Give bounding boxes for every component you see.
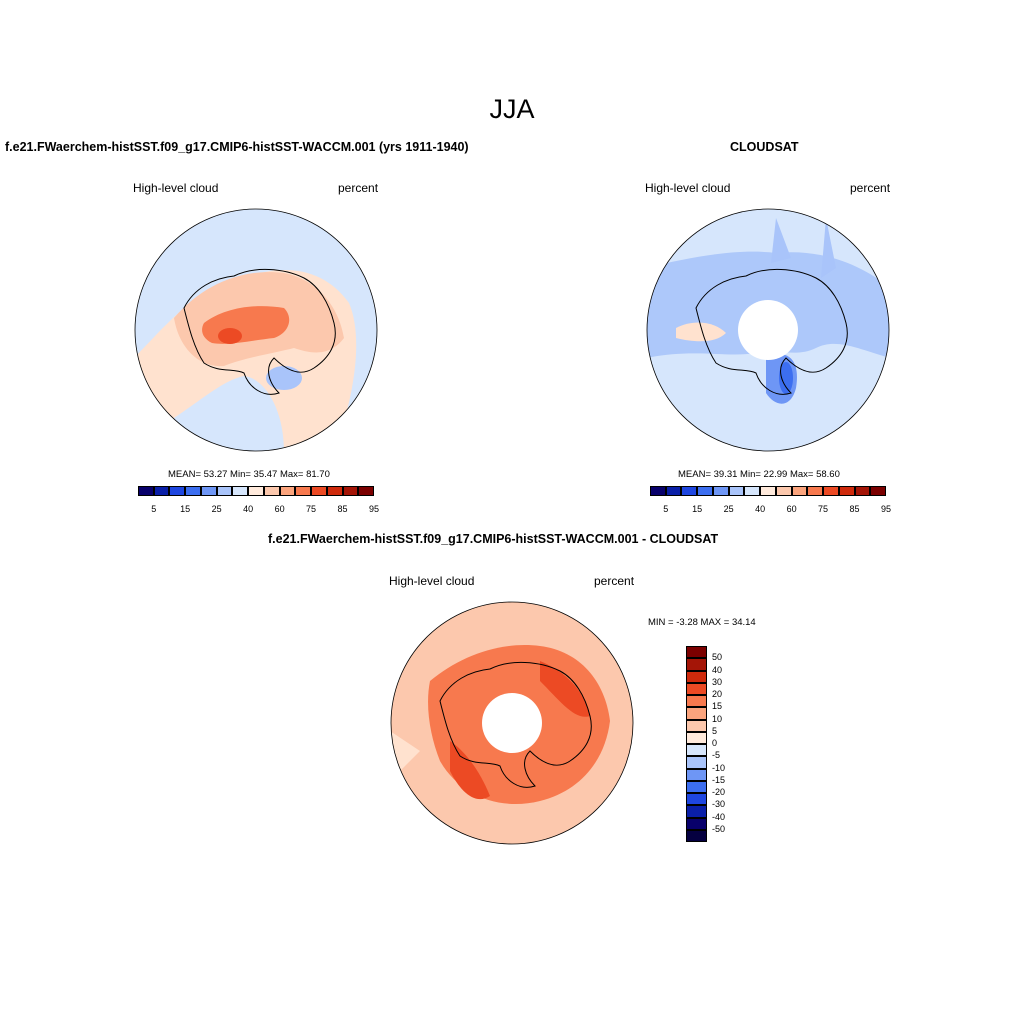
colorbar-tick-label: 20	[712, 689, 723, 699]
colorbar-tick-label: 85	[337, 504, 348, 514]
panel3-title: f.e21.FWaerchem-histSST.f09_g17.CMIP6-hi…	[268, 532, 719, 546]
colorbar-tick-label: -15	[712, 774, 726, 785]
panel2-title: CLOUDSAT	[730, 140, 799, 154]
colorbar-swatch	[686, 768, 707, 781]
panel1-colorbar-ticks: 5 15 25 40 60 75 85 95	[138, 504, 379, 516]
colorbar-swatch	[686, 658, 707, 671]
colorbar-tick-label: 85	[849, 504, 860, 514]
colorbar-swatch	[686, 793, 707, 806]
panel1-title: f.e21.FWaerchem-histSST.f09_g17.CMIP6-hi…	[5, 140, 469, 154]
colorbar-tick-label: 40	[243, 504, 254, 514]
colorbar-swatch	[823, 486, 839, 496]
colorbar-swatch	[342, 486, 359, 496]
colorbar-swatch	[279, 486, 296, 496]
colorbar-swatch	[650, 486, 666, 496]
colorbar-swatch	[744, 486, 761, 496]
colorbar-swatch	[216, 486, 233, 496]
colorbar-tick-label: 50	[712, 652, 723, 663]
colorbar-tick-label: 5	[663, 504, 669, 514]
colorbar-swatch	[854, 486, 871, 496]
colorbar-tick-label: 15	[712, 701, 723, 712]
panel3-colorbar	[686, 646, 707, 842]
colorbar-tick-label: 10	[712, 713, 723, 724]
colorbar-tick-label: -20	[712, 787, 726, 797]
colorbar-tick-label: 5	[151, 504, 157, 514]
panel2-polar-map	[646, 208, 890, 452]
colorbar-tick-label: 75	[306, 504, 317, 514]
colorbar-swatch	[712, 486, 729, 496]
colorbar-swatch	[686, 707, 707, 720]
colorbar-swatch	[686, 756, 707, 769]
colorbar-swatch	[686, 646, 707, 659]
colorbar-swatch	[870, 486, 886, 496]
colorbar-tick-label: 0	[712, 738, 718, 748]
colorbar-swatch	[169, 486, 186, 496]
colorbar-swatch	[686, 805, 707, 818]
colorbar-swatch	[686, 744, 707, 757]
colorbar-tick-label: 25	[723, 504, 734, 514]
colorbar-swatch	[686, 719, 707, 732]
colorbar-tick-label: 15	[180, 504, 191, 514]
colorbar-swatch	[248, 486, 264, 496]
colorbar-swatch	[263, 486, 280, 496]
colorbar-tick-label: 75	[818, 504, 829, 514]
panel2-colorbar-ticks: 5 15 25 40 60 75 85 95	[650, 504, 891, 516]
colorbar-swatch	[185, 486, 201, 496]
colorbar-swatch	[200, 486, 217, 496]
colorbar-tick-label: 95	[368, 504, 380, 514]
colorbar-tick-label: 30	[712, 676, 723, 687]
panel1-units-label: percent	[338, 181, 379, 195]
colorbar-tick-label: 95	[880, 504, 892, 514]
figure-title: JJA	[489, 94, 535, 124]
colorbar-swatch	[358, 486, 374, 496]
colorbar-swatch	[326, 486, 343, 496]
colorbar-swatch	[686, 695, 707, 708]
panel3-variable-label: High-level cloud	[389, 574, 475, 588]
colorbar-swatch	[295, 486, 312, 496]
colorbar-swatch	[791, 486, 808, 496]
colorbar-swatch	[681, 486, 698, 496]
panel2-stats: MEAN= 39.31 Min= 22.99 Max= 58.60	[678, 469, 840, 480]
colorbar-swatch	[838, 486, 855, 496]
colorbar-tick-label: 40	[755, 504, 766, 514]
colorbar-swatch	[686, 780, 707, 793]
colorbar-swatch	[686, 817, 707, 830]
panel2-units-label: percent	[850, 181, 891, 195]
panel1-stats: MEAN= 53.27 Min= 35.47 Max= 81.70	[168, 469, 330, 480]
panel3-units-label: percent	[594, 574, 635, 588]
panel1-colorbar	[138, 486, 374, 496]
colorbar-tick-label: -10	[712, 762, 726, 773]
colorbar-swatch	[697, 486, 713, 496]
colorbar-tick-label: 25	[211, 504, 222, 514]
colorbar-tick-label: -40	[712, 811, 726, 822]
colorbar-tick-label: 60	[786, 504, 797, 514]
colorbar-swatch	[775, 486, 792, 496]
panel1-polar-map	[134, 208, 378, 452]
panel3-polar-map	[390, 601, 634, 845]
colorbar-swatch	[153, 486, 170, 496]
colorbar-swatch	[686, 682, 707, 695]
colorbar-swatch	[311, 486, 327, 496]
colorbar-swatch	[728, 486, 745, 496]
colorbar-swatch	[807, 486, 824, 496]
colorbar-tick-label: -5	[712, 750, 721, 761]
panel3-stats: MIN = -3.28 MAX = 34.14	[648, 617, 756, 628]
colorbar-tick-label: 60	[274, 504, 285, 514]
colorbar-tick-label: 15	[692, 504, 703, 514]
panel2-colorbar	[650, 486, 886, 496]
panel1-variable-label: High-level cloud	[133, 181, 219, 195]
colorbar-swatch	[232, 486, 249, 496]
colorbar-swatch	[665, 486, 682, 496]
colorbar-swatch	[760, 486, 776, 496]
panel2-variable-label: High-level cloud	[645, 181, 731, 195]
colorbar-swatch	[138, 486, 154, 496]
colorbar-tick-label: 40	[712, 664, 723, 675]
panel3-colorbar-ticks: 50 40 30 20 15 10 5 0 -5 -10 -15 -20 -30 -40 -50	[712, 646, 752, 842]
colorbar-tick-label: -50	[712, 823, 726, 834]
colorbar-swatch	[686, 731, 707, 744]
colorbar-tick-label: 5	[712, 725, 718, 736]
colorbar-tick-label: -30	[712, 799, 726, 810]
colorbar-swatch	[686, 829, 707, 842]
colorbar-swatch	[686, 670, 707, 683]
